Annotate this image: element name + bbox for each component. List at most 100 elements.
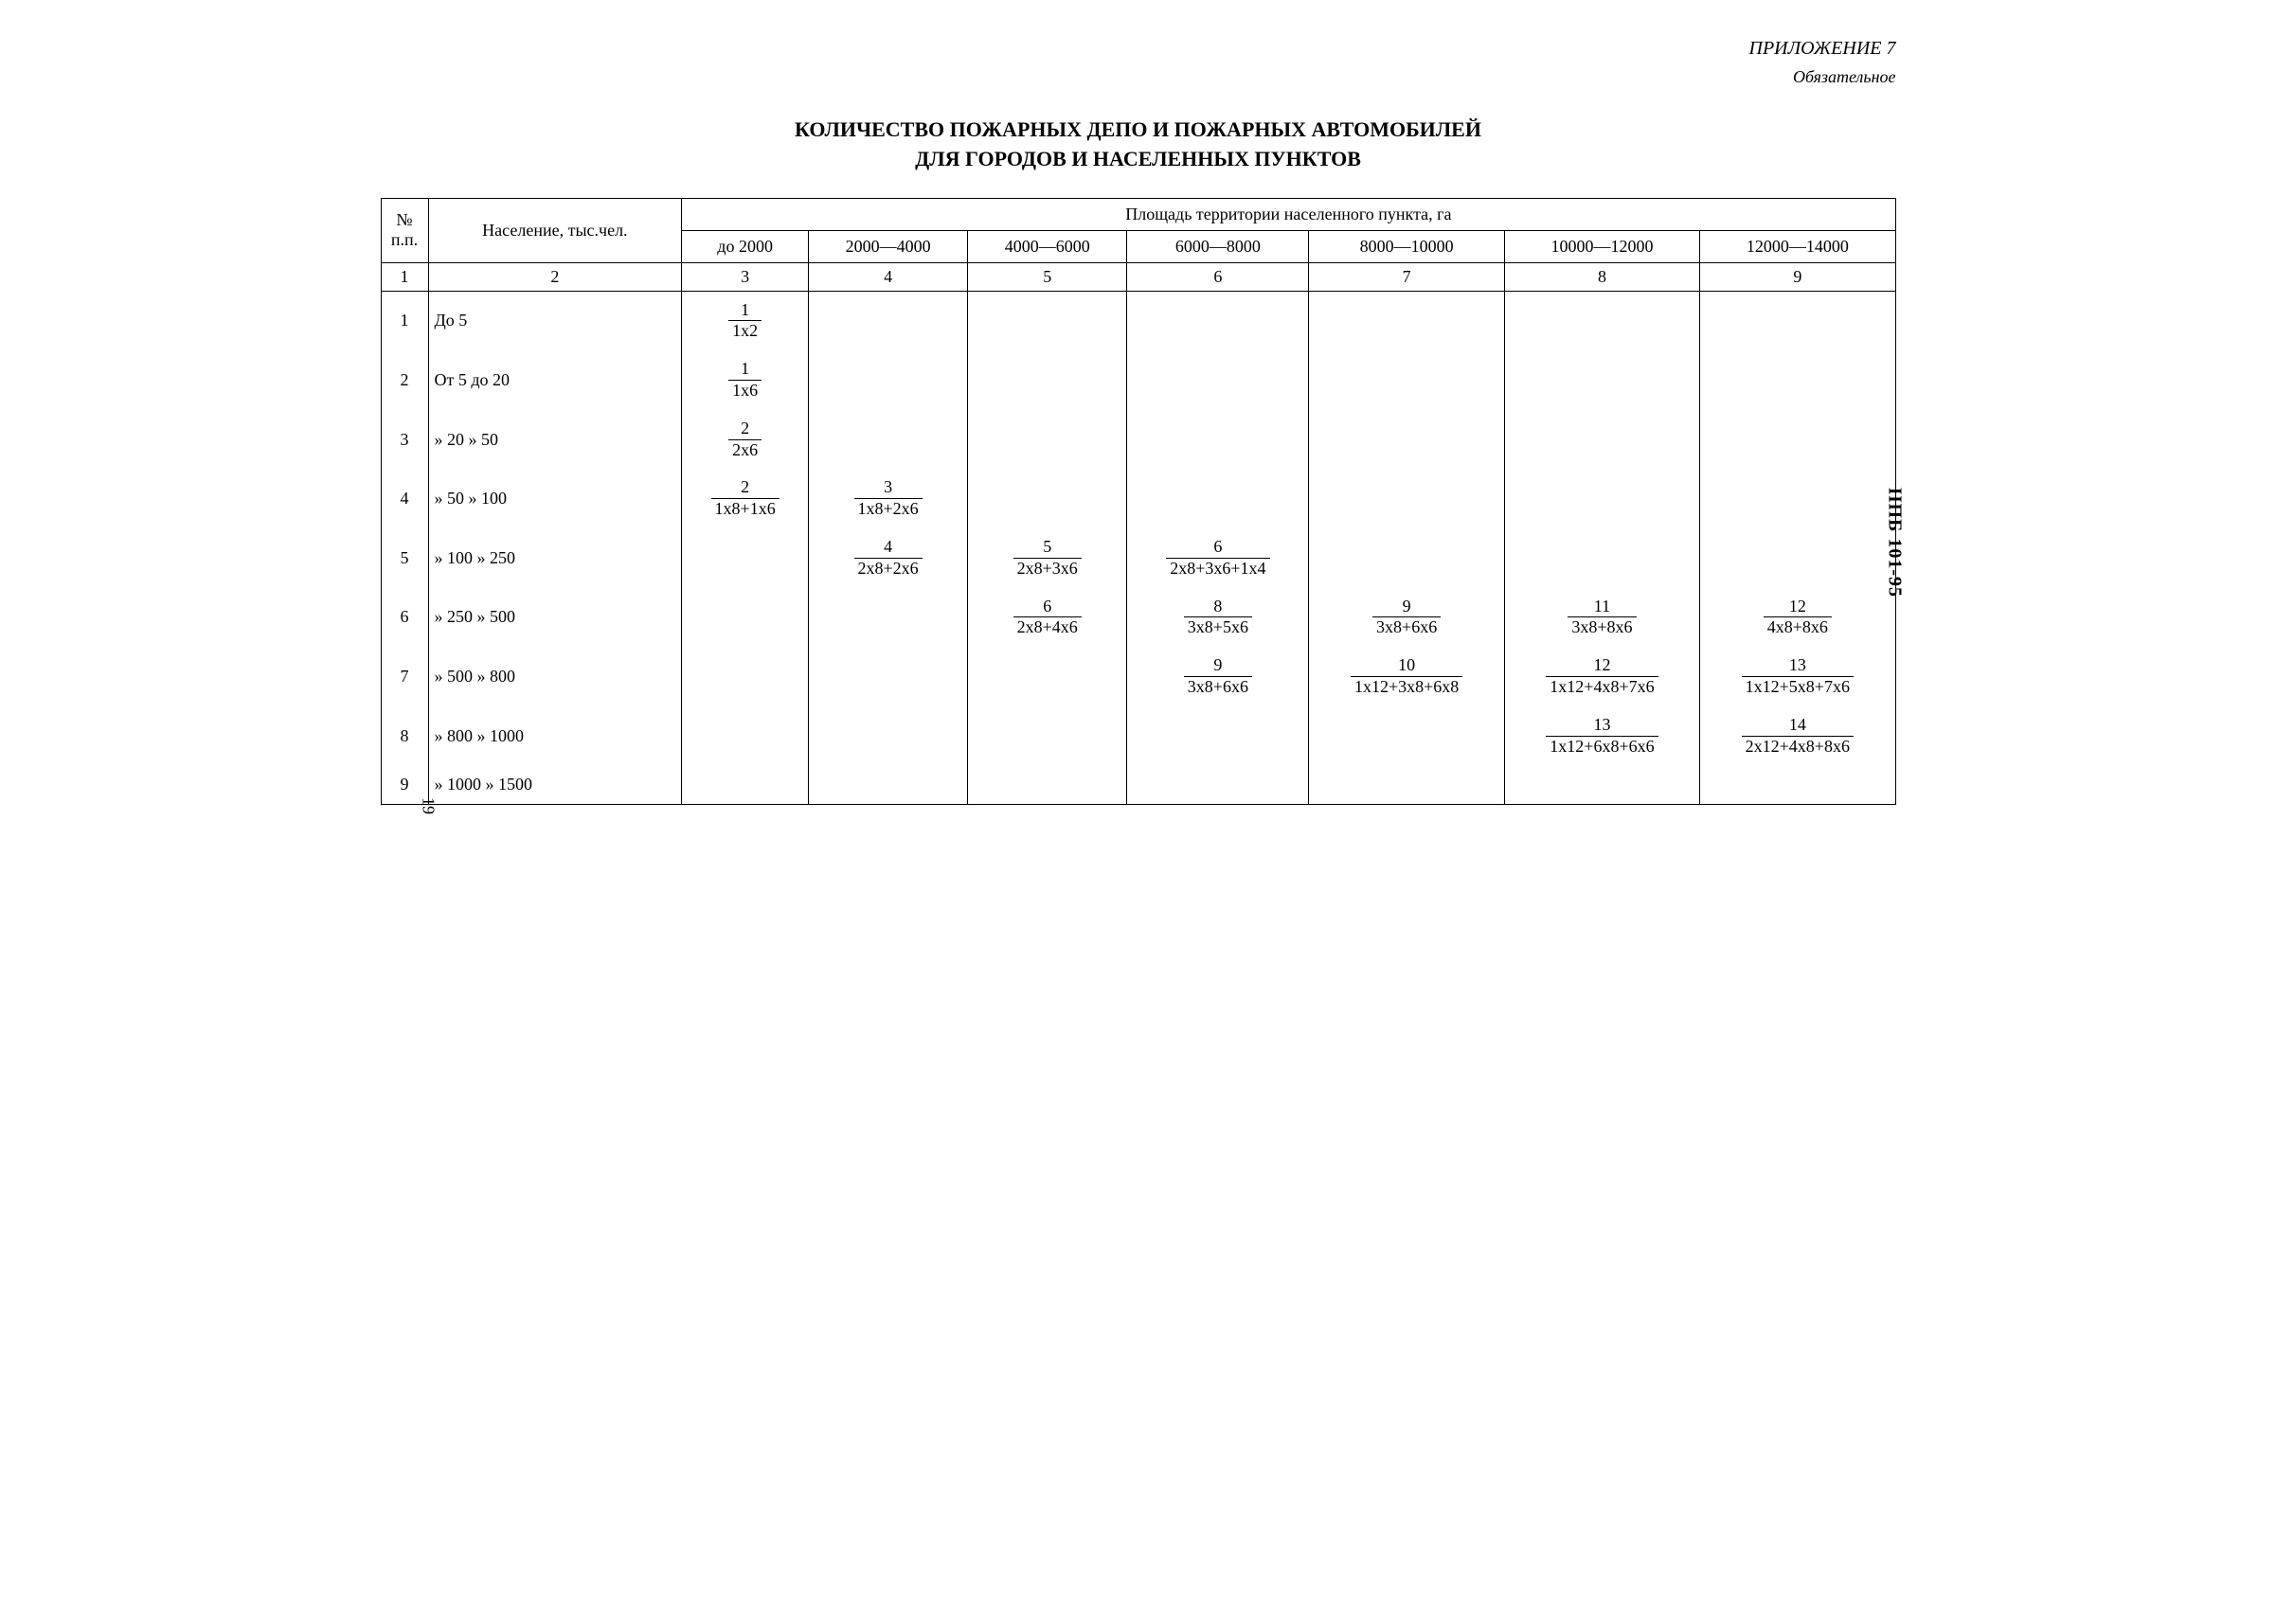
- fraction-numerator: 1: [728, 301, 762, 322]
- data-cell: 62x8+4x6: [968, 588, 1127, 648]
- fraction-denominator: 1x8+2x6: [854, 499, 923, 519]
- fraction-denominator: 2x8+2x6: [854, 559, 923, 579]
- fraction-numerator: 8: [1184, 598, 1252, 618]
- fraction: 113x8+8x6: [1568, 598, 1636, 638]
- mandatory-label: Обязательное: [381, 67, 1896, 87]
- fraction: 31x8+2x6: [854, 478, 923, 519]
- data-cell: [1504, 410, 1699, 470]
- document-code: НПБ 101-95: [1884, 488, 1906, 598]
- fraction: 11x2: [728, 301, 762, 342]
- data-cell: [1504, 291, 1699, 350]
- data-cell: 62x8+3x6+1x4: [1127, 528, 1309, 588]
- fraction-numerator: 4: [854, 538, 923, 559]
- fraction-numerator: 6: [1166, 538, 1269, 559]
- fraction-numerator: 3: [854, 478, 923, 499]
- fraction-numerator: 9: [1372, 598, 1441, 618]
- header-area-4: 8000—10000: [1309, 230, 1504, 262]
- colnum-9: 9: [1700, 262, 1895, 291]
- data-cell: 42x8+2x6: [809, 528, 968, 588]
- column-number-row: 1 2 3 4 5 6 7 8 9: [381, 262, 1895, 291]
- data-cell: [1309, 350, 1504, 410]
- fraction: 131x12+6x8+6x6: [1546, 716, 1658, 757]
- population-cell: » 250 » 500: [428, 588, 682, 648]
- fraction-denominator: 1x12+4x8+7x6: [1546, 677, 1658, 697]
- colnum-6: 6: [1127, 262, 1309, 291]
- data-cell: 142x12+4x8+8x6: [1700, 706, 1895, 766]
- fraction: 121x12+4x8+7x6: [1546, 656, 1658, 697]
- table-row: 5» 100 » 25042x8+2x652x8+3x662x8+3x6+1x4: [381, 528, 1895, 588]
- fraction-denominator: 2x12+4x8+8x6: [1742, 737, 1854, 757]
- data-cell: [1309, 765, 1504, 805]
- fraction: 62x8+4x6: [1013, 598, 1082, 638]
- row-number: 2: [381, 350, 428, 410]
- table-row: 4» 50 » 10021x8+1x631x8+2x6: [381, 469, 1895, 528]
- data-cell: 93x8+6x6: [1127, 647, 1309, 706]
- data-cell: [809, 765, 968, 805]
- data-cell: [968, 350, 1127, 410]
- data-cell: 101x12+3x8+6x8: [1309, 647, 1504, 706]
- data-cell: [809, 706, 968, 766]
- data-cell: [809, 647, 968, 706]
- population-cell: » 100 » 250: [428, 528, 682, 588]
- fraction-numerator: 2: [728, 419, 762, 440]
- document-title: КОЛИЧЕСТВО ПОЖАРНЫХ ДЕПО И ПОЖАРНЫХ АВТО…: [381, 116, 1896, 174]
- appendix-label: ПРИЛОЖЕНИЕ 7: [381, 38, 1896, 60]
- fraction-numerator: 12: [1546, 656, 1658, 677]
- header-area-2: 4000—6000: [968, 230, 1127, 262]
- row-number: 8: [381, 706, 428, 766]
- fraction: 22x6: [728, 419, 762, 460]
- data-cell: [682, 765, 809, 805]
- population-cell: » 1000 » 1500: [428, 765, 682, 805]
- population-cell: » 20 » 50: [428, 410, 682, 470]
- data-cell: [682, 588, 809, 648]
- data-cell: 124x8+8x6: [1700, 588, 1895, 648]
- fraction-numerator: 1: [728, 360, 762, 381]
- table-body: 1До 511x22От 5 до 2011x63» 20 » 5022x64»…: [381, 291, 1895, 805]
- fraction-denominator: 3x8+5x6: [1184, 617, 1252, 637]
- population-cell: » 50 » 100: [428, 469, 682, 528]
- data-cell: [1127, 765, 1309, 805]
- data-cell: [968, 706, 1127, 766]
- title-line-2: ДЛЯ ГОРОДОВ И НАСЕЛЕННЫХ ПУНКТОВ: [381, 145, 1896, 174]
- data-cell: 131x12+5x8+7x6: [1700, 647, 1895, 706]
- table-header: № п.п. Население, тыс.чел. Площадь терри…: [381, 198, 1895, 291]
- row-number: 7: [381, 647, 428, 706]
- fraction: 131x12+5x8+7x6: [1742, 656, 1854, 697]
- fraction-denominator: 3x8+6x6: [1184, 677, 1252, 697]
- data-cell: [1700, 528, 1895, 588]
- header-area-3: 6000—8000: [1127, 230, 1309, 262]
- data-cell: [1700, 410, 1895, 470]
- fraction: 83x8+5x6: [1184, 598, 1252, 638]
- data-cell: [1504, 350, 1699, 410]
- data-cell: [1309, 410, 1504, 470]
- colnum-4: 4: [809, 262, 968, 291]
- data-cell: [1127, 291, 1309, 350]
- fraction-denominator: 2x6: [728, 440, 762, 460]
- page-number: 19: [419, 797, 439, 814]
- fraction: 62x8+3x6+1x4: [1166, 538, 1269, 579]
- data-cell: [968, 410, 1127, 470]
- data-cell: [1309, 291, 1504, 350]
- fraction-numerator: 13: [1742, 656, 1854, 677]
- fraction-numerator: 2: [711, 478, 780, 499]
- data-cell: [1700, 291, 1895, 350]
- fraction: 21x8+1x6: [711, 478, 780, 519]
- data-cell: [1700, 469, 1895, 528]
- fraction: 93x8+6x6: [1184, 656, 1252, 697]
- fraction: 142x12+4x8+8x6: [1742, 716, 1854, 757]
- fraction-numerator: 14: [1742, 716, 1854, 737]
- colnum-8: 8: [1504, 262, 1699, 291]
- fraction-numerator: 5: [1013, 538, 1082, 559]
- data-cell: [682, 706, 809, 766]
- data-cell: [968, 469, 1127, 528]
- table-row: 3» 20 » 5022x6: [381, 410, 1895, 470]
- data-cell: [968, 291, 1127, 350]
- header-col-population: Население, тыс.чел.: [428, 198, 682, 262]
- data-cell: 11x2: [682, 291, 809, 350]
- header-area-span: Площадь территории населенного пункта, г…: [682, 198, 1895, 230]
- colnum-5: 5: [968, 262, 1127, 291]
- data-cell: 83x8+5x6: [1127, 588, 1309, 648]
- data-cell: [1700, 765, 1895, 805]
- data-cell: 11x6: [682, 350, 809, 410]
- fraction-numerator: 10: [1351, 656, 1462, 677]
